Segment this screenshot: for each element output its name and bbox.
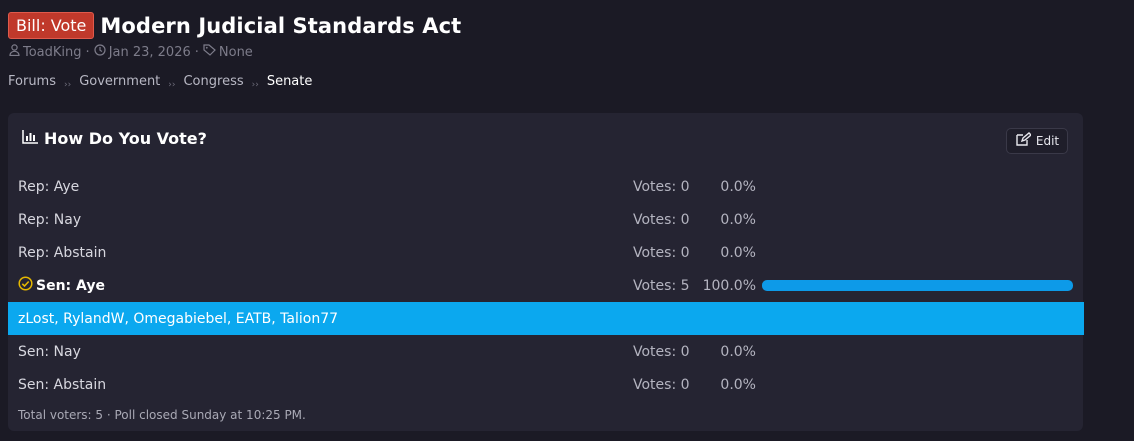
poll-header: How Do You Vote? (22, 129, 207, 148)
option-label: Rep: Abstain (18, 244, 107, 261)
poll-panel: How Do You Vote? Edit Rep: Aye Votes: 0 … (8, 113, 1084, 431)
chevron-right-icon: ›› (64, 79, 72, 90)
breadcrumb-forums[interactable]: Forums (8, 74, 56, 89)
thread-date[interactable]: Jan 23, 2026 (108, 44, 191, 60)
separator: · (85, 44, 90, 60)
option-percent: 100.0% (702, 277, 756, 294)
breadcrumb-senate[interactable]: Senate (266, 74, 313, 89)
option-votes: Votes: 5 (633, 277, 690, 294)
option-percent: 0.0% (720, 178, 756, 195)
page-title: Modern Judicial Standards Act (100, 13, 462, 38)
option-label: Rep: Aye (18, 178, 80, 195)
poll-option-rep-aye[interactable]: Rep: Aye Votes: 0 0.0% (8, 170, 1083, 203)
option-label: Sen: Abstain (18, 376, 107, 393)
option-label-selected: Sen: Aye (18, 276, 105, 295)
breadcrumb: Forums ›› Government ›› Congress ›› Sena… (8, 74, 313, 90)
poll-option-sen-aye[interactable]: Sen: Aye Votes: 5 100.0% (8, 269, 1083, 302)
check-circle-icon (18, 276, 33, 295)
poll-option-rep-abstain[interactable]: Rep: Abstain Votes: 0 0.0% (8, 236, 1083, 269)
clock-icon (94, 44, 109, 60)
option-percent: 0.0% (720, 211, 756, 228)
poll-option-sen-abstain[interactable]: Sen: Abstain Votes: 0 0.0% (8, 368, 1083, 401)
thread-author[interactable]: ToadKing (23, 44, 82, 60)
thread-title-row: Bill: Vote Modern Judicial Standards Act (8, 12, 461, 39)
vote-progress-bar (762, 280, 1073, 291)
chevron-right-icon: ›› (168, 79, 176, 90)
prefix-badge[interactable]: Bill: Vote (8, 12, 95, 39)
chevron-right-icon: ›› (251, 79, 259, 90)
poll-option-sen-nay[interactable]: Sen: Nay Votes: 0 0.0% (8, 335, 1083, 368)
breadcrumb-congress[interactable]: Congress (183, 74, 244, 89)
option-percent: 0.0% (720, 244, 756, 261)
option-label: Rep: Nay (18, 211, 82, 228)
user-icon (9, 44, 23, 60)
edit-label: Edit (1035, 134, 1060, 148)
poll-option-rep-nay[interactable]: Rep: Nay Votes: 0 0.0% (8, 203, 1083, 236)
breadcrumb-government[interactable]: Government (79, 74, 161, 89)
tag-icon (203, 44, 219, 60)
poll-title: How Do You Vote? (44, 129, 207, 148)
option-label: Sen: Nay (18, 343, 81, 360)
option-votes: Votes: 0 (633, 244, 690, 261)
poll-footer: Total voters: 5 · Poll closed Sunday at … (18, 408, 306, 422)
thread-tags: None (218, 44, 253, 60)
option-label: Sen: Aye (36, 277, 105, 294)
edit-poll-button[interactable]: Edit (1006, 128, 1068, 154)
edit-icon (1015, 132, 1036, 150)
option-votes: Votes: 0 (633, 178, 690, 195)
option-votes: Votes: 0 (633, 211, 690, 228)
separator: · (194, 44, 199, 60)
option-percent: 0.0% (720, 343, 756, 360)
thread-meta: ToadKing · Jan 23, 2026 · None (9, 44, 253, 60)
option-votes: Votes: 0 (633, 376, 690, 393)
voter-list: zLost, RylandW, Omegabiebel, EATB, Talio… (8, 302, 1084, 335)
option-votes: Votes: 0 (633, 343, 690, 360)
option-percent: 0.0% (720, 376, 756, 393)
bar-chart-icon (22, 129, 44, 148)
voter-names: zLost, RylandW, Omegabiebel, EATB, Talio… (18, 310, 339, 327)
